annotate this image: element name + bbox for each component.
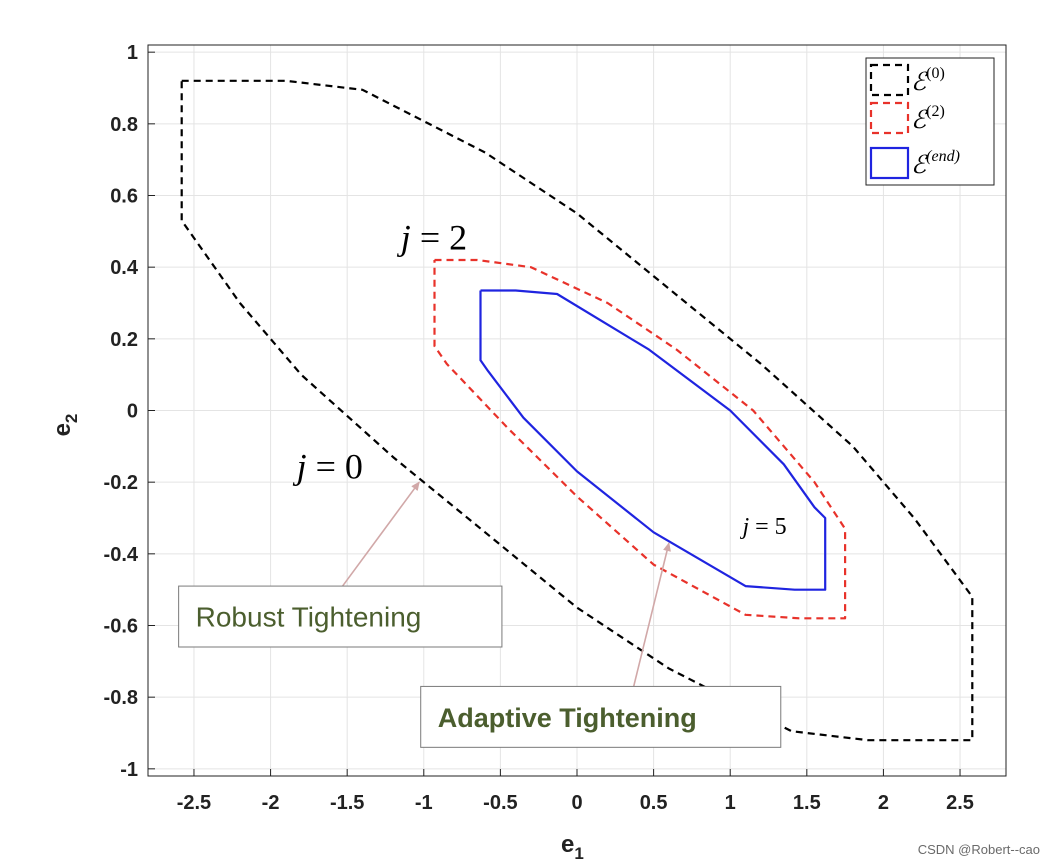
series-line-0 — [180, 79, 974, 742]
y-tick-label: -0.4 — [104, 544, 139, 566]
annotation-j5: j = 5 — [739, 514, 786, 540]
series-line-1 — [433, 258, 847, 620]
series-line-2 — [479, 289, 827, 591]
callout-text-robust: Robust Tightening — [196, 602, 422, 633]
legend-swatch-0 — [869, 63, 910, 97]
callout-box-robust — [178, 585, 503, 648]
series-layer — [180, 79, 974, 742]
y-tick-label: -0.2 — [104, 472, 138, 494]
y-tick-label: -0.6 — [104, 616, 138, 638]
y-tick-label: 0.6 — [110, 186, 138, 208]
callout-text-adaptive: Adaptive Tightening — [438, 703, 697, 733]
x-tick-label: 2 — [878, 792, 889, 814]
y-tick-label: 0 — [127, 401, 138, 423]
x-tick-label: 0.5 — [640, 792, 668, 814]
watermark-text: CSDN @Robert--cao — [918, 842, 1040, 857]
y-axis-label: e2 — [49, 414, 81, 437]
x-tick-label: -2.5 — [177, 792, 211, 814]
legend-label-0: ℰ(0) — [911, 65, 945, 96]
legend-label-2: ℰ(end) — [911, 148, 960, 179]
x-axis-label: e1 — [561, 831, 584, 863]
x-tick-label: -2 — [262, 792, 280, 814]
axis-ticks: -2.5 -2 -1.5 -1 -0.5 0 0.5 1 1.5 2 2.5 -1 -0.8 -0.6 -0… — [104, 42, 974, 814]
y-tick-label: -1 — [120, 759, 138, 781]
legend-swatch-2 — [869, 146, 910, 180]
y-tick-label: 0.2 — [110, 329, 138, 351]
x-tick-label: 0 — [571, 792, 582, 814]
callout-layer: Robust Tightening Adaptive Tightening — [178, 481, 782, 748]
x-tick-label: 1.5 — [793, 792, 821, 814]
y-tick-label: -0.8 — [104, 687, 138, 709]
x-tick-label: 2.5 — [946, 792, 974, 814]
callout-arrow-adaptive — [632, 542, 671, 687]
y-tick-label: 0.4 — [110, 257, 139, 279]
annotation-j0: j = 0 — [293, 447, 363, 487]
y-tick-label: 0.8 — [110, 114, 138, 136]
annotation-layer: j = 2 j = 0 j = 5 — [293, 217, 787, 540]
annotation-j2: j = 2 — [397, 217, 467, 257]
y-tick-label: 1 — [127, 42, 138, 64]
callout-arrow-robust — [341, 481, 420, 587]
x-tick-label: -1 — [415, 792, 433, 814]
x-tick-label: -1.5 — [330, 792, 364, 814]
legend-box — [865, 57, 995, 186]
legend: ℰ(0) ℰ(2) ℰ(end) — [865, 57, 995, 186]
callout-box-adaptive — [420, 685, 782, 748]
legend-label-1: ℰ(2) — [911, 103, 945, 134]
x-tick-label: 1 — [725, 792, 736, 814]
legend-swatch-1 — [869, 101, 910, 135]
x-tick-label: -0.5 — [483, 792, 517, 814]
